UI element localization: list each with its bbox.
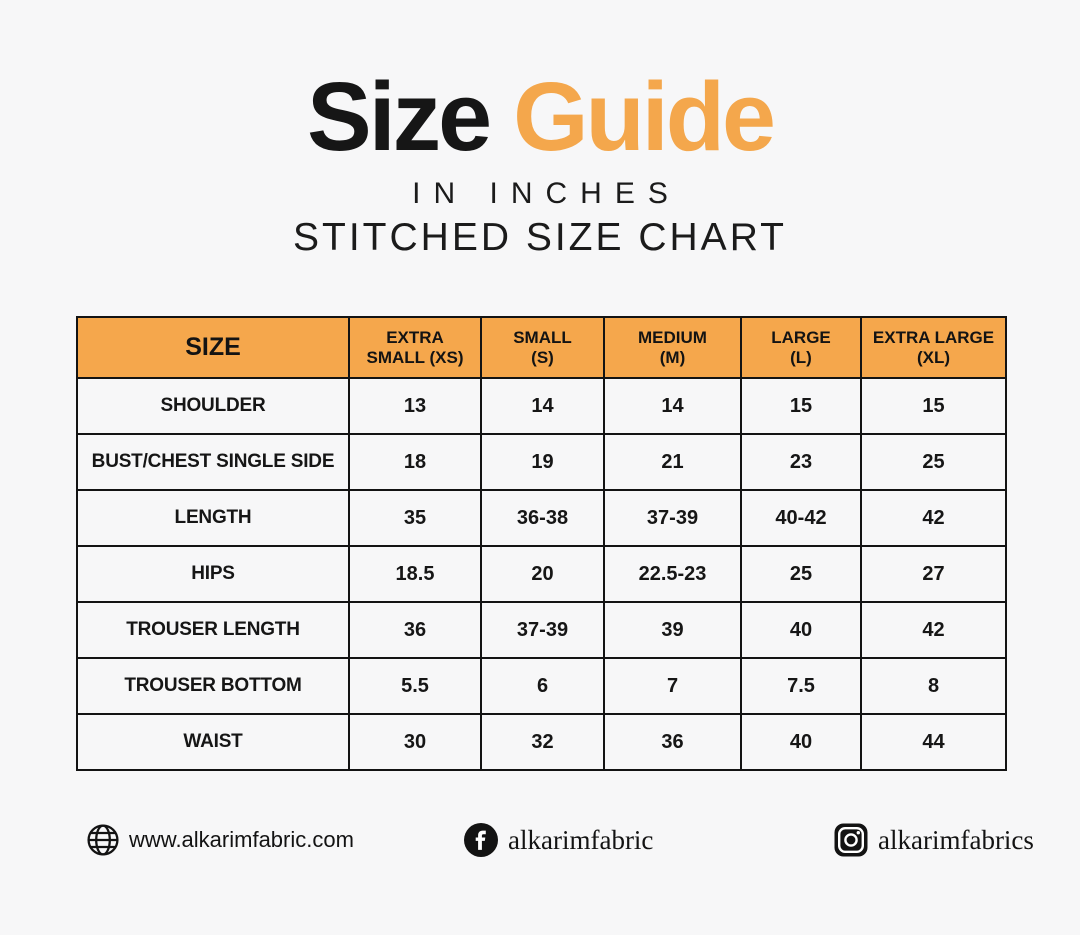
- size-value: 32: [480, 713, 605, 772]
- size-value: 42: [860, 601, 1007, 660]
- size-value: 7.5: [740, 657, 862, 716]
- size-value: 5.5: [348, 657, 482, 716]
- size-value: 44: [860, 713, 1007, 772]
- size-value: 36: [603, 713, 742, 772]
- size-value: 22.5-23: [603, 545, 742, 604]
- row-label: TROUSER LENGTH: [76, 601, 350, 660]
- column-header-line: EXTRA: [386, 327, 444, 347]
- size-value: 37-39: [480, 601, 605, 660]
- size-value: 15: [740, 377, 862, 436]
- page-footer: www.alkarimfabric.com alkarimfabric alka…: [0, 818, 1080, 862]
- facebook-icon: [463, 822, 499, 858]
- size-value: 25: [860, 433, 1007, 492]
- size-value: 39: [603, 601, 742, 660]
- subtitle-in-inches: IN INCHES: [412, 177, 681, 211]
- size-value: 42: [860, 489, 1007, 548]
- instagram-handle: alkarimfabrics: [878, 824, 1034, 855]
- column-header-line: SMALL (XS): [366, 347, 464, 367]
- row-label: LENGTH: [76, 489, 350, 548]
- instagram-group: alkarimfabrics: [833, 818, 1034, 862]
- column-header-large: LARGE (L): [740, 316, 862, 380]
- subtitle-stitched-size-chart: STITCHED SIZE CHART: [293, 216, 787, 260]
- size-value: 20: [480, 545, 605, 604]
- table-row-waist: WAIST 30 32 36 40 44: [76, 713, 1007, 772]
- table-row-trouser-bottom: TROUSER BOTTOM 5.5 6 7 7.5 8: [76, 657, 1007, 716]
- table-row-length: LENGTH 35 36-38 37-39 40-42 42: [76, 489, 1007, 548]
- column-header-extra-small: EXTRA SMALL (XS): [348, 316, 482, 380]
- size-value: 18.5: [348, 545, 482, 604]
- title-word-size: Size: [307, 62, 492, 171]
- size-value: 35: [348, 489, 482, 548]
- row-label: TROUSER BOTTOM: [76, 657, 350, 716]
- size-value: 36: [348, 601, 482, 660]
- size-value: 18: [348, 433, 482, 492]
- size-value: 21: [603, 433, 742, 492]
- table-header-row: SIZE EXTRA SMALL (XS) SMALL (S) MEDIUM (…: [76, 316, 1007, 380]
- size-value: 15: [860, 377, 1007, 436]
- column-header-line: LARGE: [771, 327, 831, 347]
- table-row-trouser-length: TROUSER LENGTH 36 37-39 39 40 42: [76, 601, 1007, 660]
- column-header-line: (M): [659, 347, 686, 367]
- size-value: 7: [603, 657, 742, 716]
- size-value: 13: [348, 377, 482, 436]
- facebook-group: alkarimfabric: [463, 818, 653, 862]
- size-value: 6: [480, 657, 605, 716]
- website-url: www.alkarimfabric.com: [129, 827, 354, 852]
- row-label: WAIST: [76, 713, 350, 772]
- size-value: 14: [603, 377, 742, 436]
- size-value: 14: [480, 377, 605, 436]
- facebook-handle: alkarimfabric: [508, 824, 654, 855]
- website-group: www.alkarimfabric.com: [86, 818, 354, 862]
- size-value: 36-38: [480, 489, 605, 548]
- row-label: SHOULDER: [76, 377, 350, 436]
- column-header-line: (XL): [916, 347, 951, 367]
- table-row-bust-chest: BUST/CHEST SINGLE SIDE 18 19 21 23 25: [76, 433, 1007, 492]
- column-header-medium: MEDIUM (M): [603, 316, 742, 380]
- size-value: 25: [740, 545, 862, 604]
- row-label: BUST/CHEST SINGLE SIDE: [76, 433, 350, 492]
- row-label: HIPS: [76, 545, 350, 604]
- instagram-icon: [833, 822, 869, 858]
- size-value: 40: [740, 601, 862, 660]
- column-header-line: EXTRA LARGE: [872, 327, 995, 347]
- size-value: 19: [480, 433, 605, 492]
- column-header-line: (S): [531, 347, 554, 367]
- table-row-shoulder: SHOULDER 13 14 14 15 15: [76, 377, 1007, 436]
- size-value: 40: [740, 713, 862, 772]
- size-value: 40-42: [740, 489, 862, 548]
- size-value: 37-39: [603, 489, 742, 548]
- column-header-small: SMALL (S): [480, 316, 605, 380]
- size-value: 8: [860, 657, 1007, 716]
- column-header-line: MEDIUM: [638, 327, 707, 347]
- title-word-guide: Guide: [513, 62, 776, 171]
- column-header-line: (L): [790, 347, 812, 367]
- column-header-line: SMALL: [513, 327, 572, 347]
- size-value: 27: [860, 545, 1007, 604]
- size-value: 23: [740, 433, 862, 492]
- size-value: 30: [348, 713, 482, 772]
- table-row-hips: HIPS 18.5 20 22.5-23 25 27: [76, 545, 1007, 604]
- size-chart-table: SIZE EXTRA SMALL (XS) SMALL (S) MEDIUM (…: [76, 316, 1007, 772]
- page-title: Size Guide: [0, 68, 1080, 165]
- globe-icon: [86, 823, 120, 857]
- column-header-extra-large: EXTRA LARGE (XL): [860, 316, 1007, 380]
- page-header: Size Guide IN INCHES STITCHED SIZE CHART: [0, 0, 1080, 260]
- column-header-size: SIZE: [76, 316, 350, 380]
